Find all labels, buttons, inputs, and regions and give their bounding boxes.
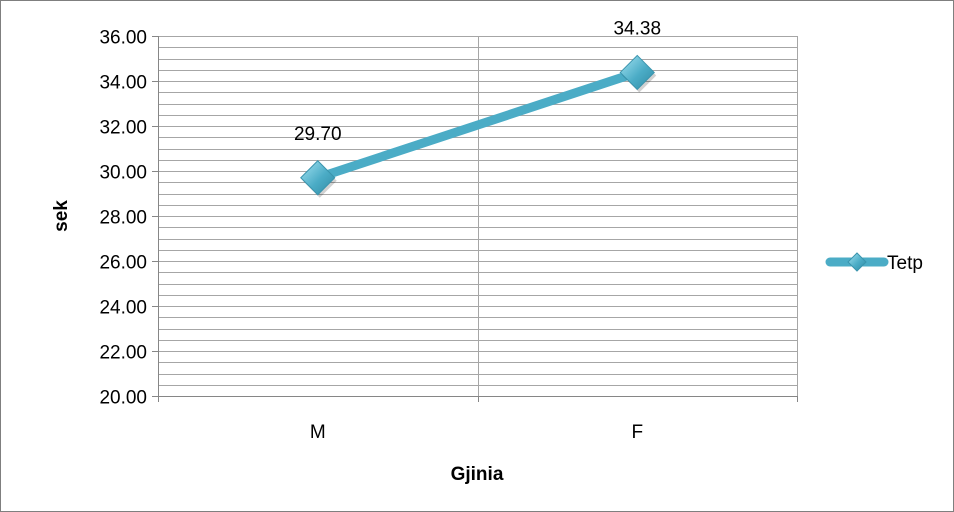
data-label: 34.38 — [613, 18, 661, 39]
y-tick-label: 34.00 — [99, 73, 147, 94]
data-point-marker — [619, 54, 655, 91]
series-layer: 29.70 34.38 — [294, 18, 661, 198]
y-tick-label: 36.00 — [99, 28, 147, 49]
y-tick-label: 32.00 — [99, 118, 147, 139]
y-tick-label: 24.00 — [99, 298, 147, 319]
y-axis-title: sek — [51, 200, 72, 232]
y-tick-label: 26.00 — [99, 253, 147, 274]
y-tick-label: 22.00 — [99, 343, 147, 364]
legend: Tetp — [825, 252, 923, 274]
legend-label: Tetp — [887, 253, 923, 274]
x-axis-title: Gjinia — [451, 464, 504, 485]
y-tick-label: 30.00 — [99, 163, 147, 184]
data-point-marker — [300, 160, 336, 196]
axis-layer: 20.00 22.00 24.00 26.00 28.00 30.00 32.00 34.00… — [99, 28, 798, 443]
x-tick-label: M — [310, 422, 326, 443]
legend-marker — [847, 252, 867, 272]
y-tick-label: 20.00 — [99, 388, 147, 409]
y-tick-label: 28.00 — [99, 208, 147, 229]
x-tick-label: F — [631, 422, 643, 443]
series-line — [313, 67, 642, 183]
data-label: 29.70 — [294, 124, 342, 145]
grid-layer — [158, 36, 798, 396]
